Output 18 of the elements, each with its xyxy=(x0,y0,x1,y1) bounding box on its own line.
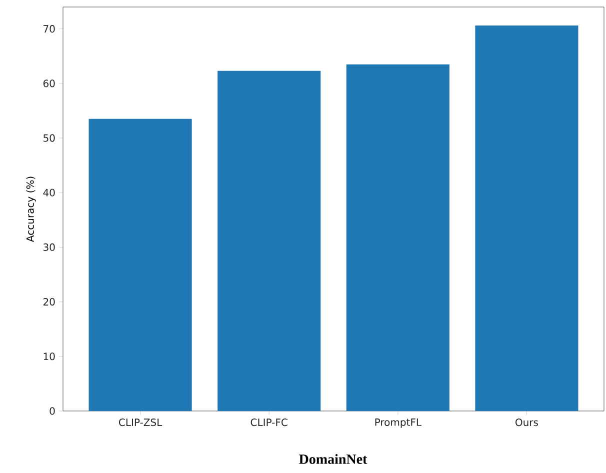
x-tick-label: Ours xyxy=(516,418,538,426)
bar xyxy=(88,118,192,411)
x-tick-label: PromptFL xyxy=(375,418,422,428)
y-tick-label: 30 xyxy=(44,243,55,251)
bar xyxy=(346,64,450,411)
y-tick-label: 40 xyxy=(43,188,55,196)
x-tick-label: CLIP-FC xyxy=(250,418,288,426)
y-tick-label: 20 xyxy=(43,298,55,306)
y-axis-title: Accuracy (%) xyxy=(26,176,36,242)
y-tick-label: 50 xyxy=(44,134,55,142)
bar xyxy=(218,70,321,411)
y-tick-label: 10 xyxy=(44,352,55,360)
y-tick-label: 60 xyxy=(43,80,55,88)
text: DomainNet xyxy=(299,454,368,464)
y-tick-label: 70 xyxy=(44,25,55,33)
bar xyxy=(475,26,578,411)
y-tick-label: 0 xyxy=(50,407,55,415)
x-tick-label: CLIP-ZSL xyxy=(119,418,162,426)
